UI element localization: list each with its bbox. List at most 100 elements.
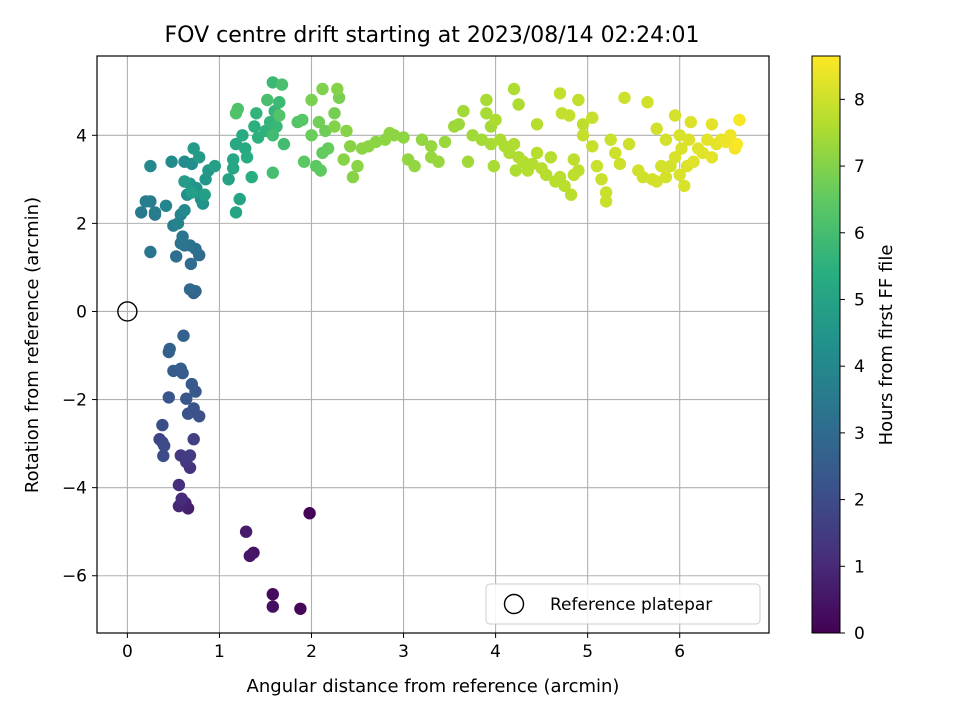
colorbar-label: Hours from first FF file: [876, 245, 897, 446]
x-tick-label: 0: [122, 642, 133, 662]
colorbar-tick-label: 8: [854, 90, 865, 110]
scatter-point: [425, 140, 438, 153]
scatter-point: [415, 133, 429, 146]
scatter-point: [312, 115, 326, 129]
scatter-point: [576, 129, 590, 142]
scatter-point: [178, 204, 191, 217]
scatter-point: [229, 206, 243, 219]
colorbar-tick-label: 1: [854, 557, 865, 577]
scatter-point: [227, 153, 240, 166]
scatter-point: [351, 159, 364, 173]
scatter-point: [144, 159, 157, 173]
scatter-point: [144, 245, 157, 259]
scatter-point: [266, 129, 279, 142]
plot-frame: [96, 55, 770, 634]
reference-platepar-marker: [117, 301, 138, 322]
x-tick-label: 1: [214, 642, 225, 662]
scatter-point: [337, 153, 350, 166]
scatter-point: [461, 155, 475, 168]
y-tick-label: −2: [62, 391, 87, 411]
scatter-point: [319, 124, 332, 138]
legend-label: Reference platepar: [550, 595, 712, 615]
x-tick-label: 3: [398, 642, 409, 662]
scatter-point: [724, 129, 737, 142]
scatter-point: [475, 133, 488, 146]
scatter-point: [659, 170, 673, 184]
scatter-point: [507, 137, 521, 151]
y-axis-ticks: −6 −4 −2 0 2 4: [62, 126, 97, 587]
scatter-point: [208, 159, 221, 173]
scatter-point: [622, 137, 636, 151]
x-tick-label: 4: [490, 642, 501, 662]
scatter-point: [305, 93, 318, 107]
scatter-point: [185, 186, 198, 199]
scatter-point: [139, 195, 152, 208]
colorbar-tick-label: 5: [854, 290, 865, 310]
scatter-point: [316, 82, 329, 96]
scatter-point: [599, 195, 613, 208]
scatter-point: [183, 283, 197, 296]
scatter-point: [314, 164, 327, 177]
scatter-point: [733, 113, 746, 127]
x-tick-label: 5: [582, 642, 593, 662]
scatter-point: [705, 118, 719, 131]
scatter-point: [696, 146, 709, 160]
scatter-point: [170, 250, 183, 263]
scatter-point: [229, 107, 243, 120]
scatter-point: [163, 342, 176, 356]
scatter-point: [466, 129, 479, 142]
scatter-point: [340, 124, 353, 138]
scatter-point: [261, 93, 274, 107]
scatter-point: [480, 107, 493, 120]
scatter-point: [239, 525, 253, 538]
scatter-point: [177, 329, 190, 342]
scatter-point: [178, 175, 191, 188]
scatter-point: [227, 162, 240, 175]
scatter-point: [174, 362, 187, 375]
scatter-point: [641, 96, 654, 109]
scatter-point: [344, 140, 357, 153]
scatter-point: [248, 120, 261, 133]
scatter-point: [684, 115, 697, 129]
scatter-point: [135, 206, 148, 219]
scatter-point: [432, 155, 445, 168]
scatter-point: [245, 170, 258, 184]
scatter-point: [294, 602, 307, 615]
grid-lines: [97, 56, 769, 633]
y-tick-label: 0: [76, 302, 87, 322]
scatter-point: [705, 151, 719, 164]
scatter-point: [572, 164, 585, 177]
scatter-point: [530, 118, 544, 131]
scatter-point: [590, 159, 604, 173]
y-tick-label: −4: [62, 479, 87, 499]
scatter-point: [397, 131, 410, 144]
scatter-point: [383, 126, 396, 140]
y-tick-label: −6: [62, 567, 87, 587]
scatter-point: [408, 159, 421, 173]
scatter-point: [172, 478, 186, 492]
x-axis-label: Angular distance from reference (arcmin): [247, 676, 620, 697]
x-axis-ticks: 0 1 2 3 4 5 6: [122, 633, 685, 662]
scatter-point: [507, 82, 521, 96]
scatter-point: [572, 93, 585, 107]
scatter-point: [305, 129, 318, 142]
scatter-point: [183, 449, 197, 462]
scatter-point: [452, 118, 465, 131]
scatter-point: [595, 173, 608, 186]
y-axis-label: Rotation from reference (arcmin): [22, 197, 43, 493]
scatter-point: [512, 98, 525, 111]
scatter-point: [586, 140, 599, 153]
scatter-point: [544, 151, 557, 164]
scatter-point: [668, 109, 682, 122]
scatter-point: [673, 129, 686, 142]
colorbar-tick-label: 2: [854, 491, 865, 511]
scatter-point: [296, 113, 309, 127]
scatter-point: [558, 179, 571, 193]
scatter-point: [673, 168, 686, 182]
scatter-point: [275, 78, 289, 91]
scatter-point: [174, 449, 187, 462]
scatter-point: [157, 449, 170, 463]
scatter-point: [613, 157, 627, 171]
scatter-point: [185, 377, 198, 391]
scatter-point: [184, 257, 198, 271]
